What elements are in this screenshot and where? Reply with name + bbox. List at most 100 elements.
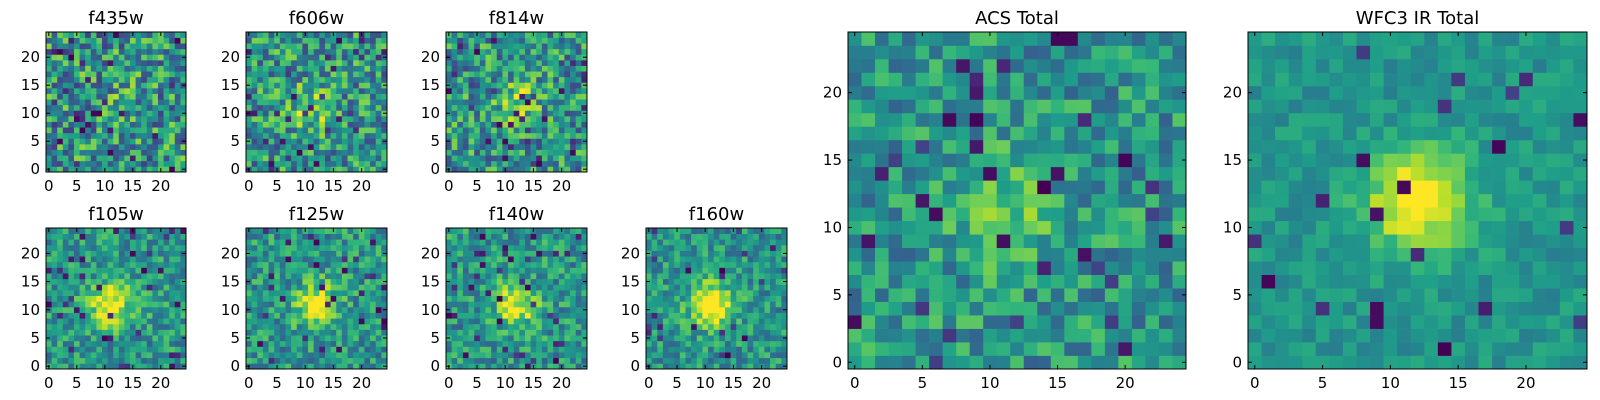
heatmap-cell (457, 32, 464, 38)
heatmap-cell (770, 256, 777, 263)
heatmap-cell (861, 220, 876, 235)
heatmap-cell (479, 357, 486, 364)
heatmap-cell (341, 155, 348, 162)
heatmap-cell (553, 318, 560, 325)
heatmap-cell (341, 76, 348, 83)
heatmap-cell (1010, 234, 1025, 249)
heatmap-cell (107, 144, 114, 150)
heatmap-cell (446, 329, 452, 336)
heatmap-cell (1050, 301, 1065, 316)
heatmap-cell (302, 335, 309, 342)
heatmap-cell (68, 261, 75, 268)
heatmap-cell (848, 274, 862, 289)
heatmap-cell (570, 60, 577, 66)
heatmap-cell (468, 284, 475, 291)
heatmap-cell (781, 256, 788, 263)
heatmap-cell (174, 295, 181, 302)
heatmap-cell (308, 138, 315, 145)
heatmap-cell (85, 121, 92, 128)
heatmap-cell (491, 48, 498, 55)
heatmap-cell (364, 318, 371, 325)
heatmap-cell (502, 239, 509, 246)
heatmap-cell (251, 155, 258, 162)
heatmap-cell (657, 312, 664, 319)
heatmap-cell (46, 301, 52, 308)
heatmap-cell (702, 290, 709, 297)
heatmap-cell (257, 88, 264, 94)
heatmap-cell (74, 110, 80, 117)
heatmap-cell (90, 155, 97, 162)
heatmap-cell (107, 278, 114, 285)
heatmap-cell (651, 239, 658, 246)
heatmap-cell (702, 239, 709, 246)
heatmap-cell (496, 244, 503, 251)
heatmap-cell (524, 363, 531, 370)
heatmap-cell (668, 256, 675, 263)
heatmap-cell (174, 48, 181, 55)
heatmap-cell (685, 267, 692, 274)
heatmap-cell (558, 312, 565, 319)
heatmap-cell (51, 290, 58, 297)
heatmap-cell (983, 328, 998, 343)
heatmap-cell (513, 99, 520, 106)
heatmap-cell (956, 328, 971, 343)
heatmap-cell (124, 121, 131, 128)
heatmap-cell (462, 244, 469, 251)
heatmap-cell (141, 104, 148, 111)
heatmap-cell (90, 116, 97, 122)
heatmap-cell (330, 116, 337, 122)
heatmap-cell (496, 278, 503, 285)
heatmap-cell (781, 352, 788, 359)
heatmap-cell (353, 239, 360, 246)
heatmap-cell (646, 340, 652, 347)
heatmap-cell (341, 132, 348, 139)
heatmap-cell (375, 312, 382, 319)
heatmap-cell (942, 261, 957, 275)
heatmap-cell (646, 346, 652, 353)
heatmap-cell (969, 166, 984, 181)
heatmap-cell (702, 329, 709, 336)
heatmap-cell (163, 82, 170, 89)
heatmap-cell (770, 318, 777, 325)
heatmap-cell (79, 132, 86, 139)
heatmap-cell (508, 363, 515, 370)
heatmap-cell (46, 273, 52, 280)
heatmap-cell (279, 43, 286, 50)
heatmap-cell (169, 32, 176, 38)
heatmap-cell (353, 290, 360, 297)
heatmap-cell (257, 60, 264, 66)
heatmap-cell (113, 301, 120, 308)
heatmap-cell (46, 239, 52, 246)
heatmap-cell (508, 155, 515, 162)
heatmap-cell (68, 312, 75, 319)
heatmap-cell (375, 166, 382, 173)
heatmap-cell (741, 340, 748, 347)
heatmap-cell (74, 43, 80, 50)
heatmap-cell (462, 278, 469, 285)
heatmap-cell (462, 357, 469, 364)
heatmap-cell (163, 352, 170, 359)
heatmap-cell (524, 233, 531, 240)
heatmap-cell (1023, 355, 1038, 370)
heatmap-cell (274, 110, 281, 117)
heatmap-cell (347, 82, 354, 89)
heatmap-cell (996, 207, 1011, 222)
heatmap-cell (347, 267, 354, 274)
heatmap-cell (775, 323, 782, 330)
heatmap-cell (875, 153, 889, 168)
heatmap-cell (553, 166, 560, 173)
heatmap-cell (347, 323, 354, 330)
heatmap-cell (330, 48, 337, 55)
heatmap-cell (291, 138, 298, 145)
heatmap-cell (736, 306, 743, 313)
heatmap-cell (113, 318, 120, 325)
heatmap-cell (1118, 247, 1133, 262)
heatmap-cell (679, 267, 686, 274)
heatmap-cell (118, 99, 125, 106)
heatmap-cell (257, 323, 264, 330)
heatmap-cell (74, 155, 80, 162)
heatmap-cell (51, 32, 58, 38)
heatmap-cell (146, 278, 153, 285)
heatmap-cell (336, 340, 343, 347)
heatmap-cell (74, 138, 80, 145)
